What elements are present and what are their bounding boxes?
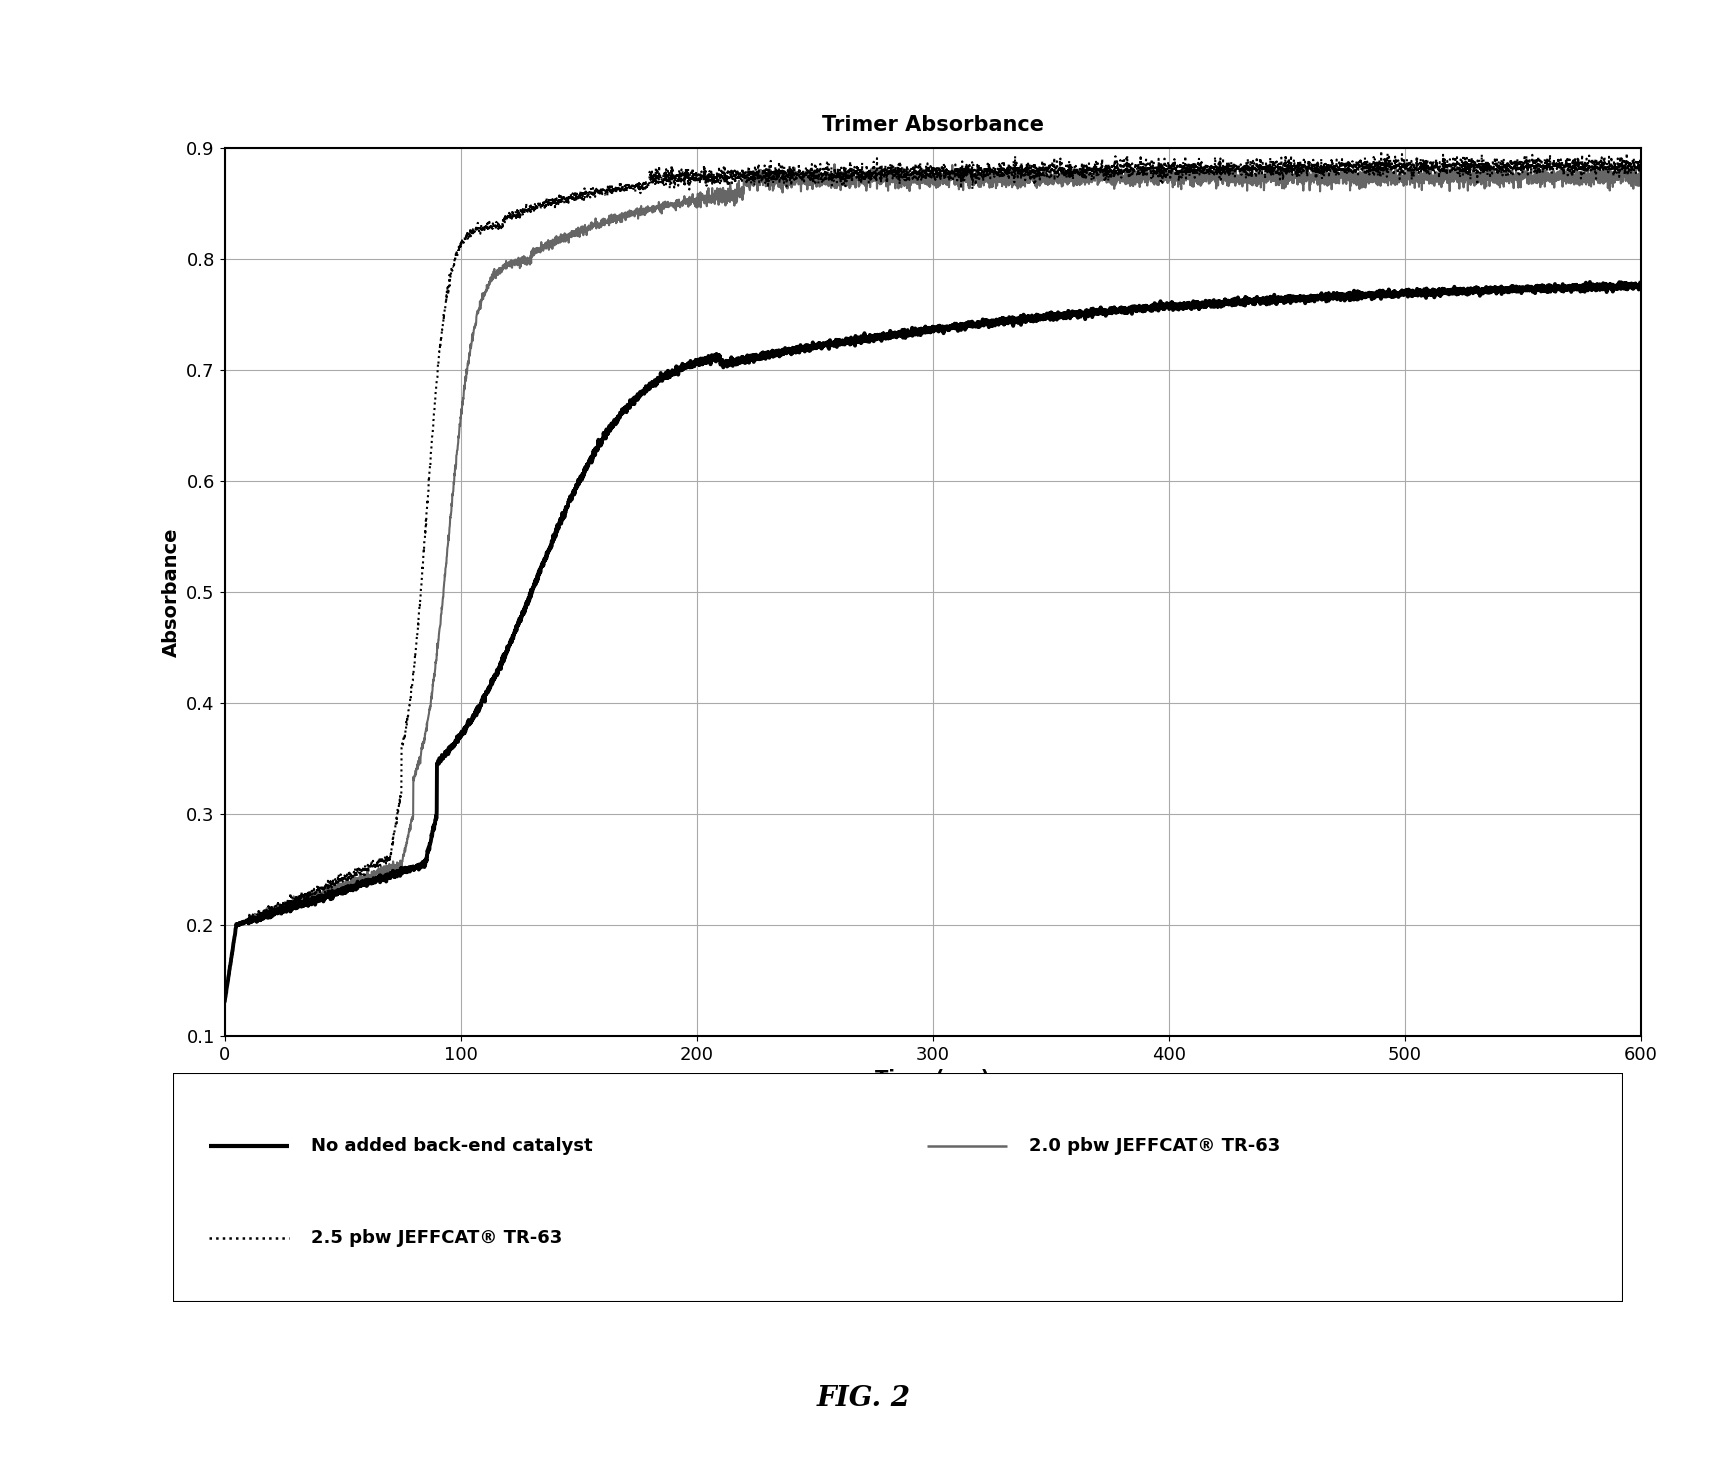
X-axis label: Time (sec): Time (sec) [876, 1069, 990, 1088]
Text: FIG. 2: FIG. 2 [817, 1385, 910, 1412]
Text: 2.5 pbw JEFFCAT® TR-63: 2.5 pbw JEFFCAT® TR-63 [311, 1230, 561, 1248]
Title: Trimer Absorbance: Trimer Absorbance [822, 115, 1043, 135]
Text: No added back-end catalyst: No added back-end catalyst [311, 1138, 592, 1156]
Y-axis label: Absorbance: Absorbance [162, 527, 181, 657]
Text: 2.0 pbw JEFFCAT® TR-63: 2.0 pbw JEFFCAT® TR-63 [1029, 1138, 1280, 1156]
